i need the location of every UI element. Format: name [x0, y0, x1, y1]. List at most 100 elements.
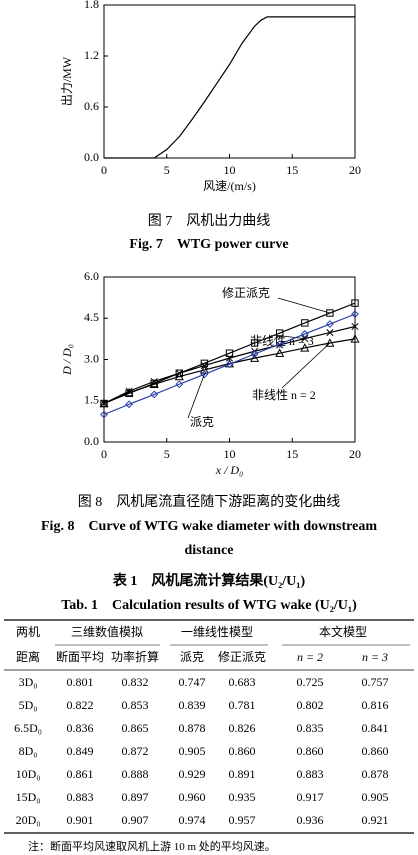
- series-label: 非线性 n = 2: [252, 388, 316, 402]
- marker: [124, 387, 134, 397]
- table-cell: 0.905: [362, 790, 389, 804]
- marker: [351, 310, 359, 319]
- table-cell: 0.849: [67, 744, 94, 758]
- table-cell: 0.801: [67, 675, 94, 689]
- data-line: [103, 313, 356, 416]
- marker: [300, 343, 310, 352]
- table-cell: 0.878: [179, 721, 206, 735]
- marker: [250, 350, 259, 358]
- marker: [225, 354, 234, 362]
- table-cell: 0.929: [179, 767, 206, 781]
- table-cell: 0.921: [362, 813, 389, 827]
- y-tick-label: 3.0: [84, 351, 99, 365]
- x-tick-label: 20: [349, 163, 361, 177]
- table-header: 派克: [180, 650, 204, 664]
- table-cell: 0.860: [229, 744, 256, 758]
- marker: [275, 348, 285, 357]
- table-cell: 0.883: [297, 767, 324, 781]
- figure-caption-en: Fig. 7 WTG power curve: [129, 237, 289, 252]
- table-header: 修正派克: [218, 649, 266, 664]
- series-label: 派克: [190, 415, 214, 429]
- table-cell: 0.839: [179, 698, 206, 712]
- marker: [350, 334, 360, 343]
- y-axis-label: 出力/MW: [60, 56, 74, 106]
- table-cell: 0.907: [122, 813, 149, 827]
- data-line: [103, 338, 356, 405]
- marker: [325, 338, 335, 347]
- leader-line: [187, 374, 205, 419]
- y-tick-label: 1.5: [84, 393, 99, 407]
- marker: [325, 320, 334, 328]
- table-cell: 0.960: [179, 790, 206, 804]
- x-tick-label: 20: [349, 447, 361, 461]
- table-cell: 0.835: [297, 721, 324, 735]
- table-cell: 0.853: [122, 698, 149, 712]
- marker: [301, 319, 309, 327]
- marker: [276, 329, 284, 337]
- table-cell: 0.822: [67, 698, 94, 712]
- row-label: 5D₀: [19, 698, 38, 712]
- table-caption-en: Tab. 1 Calculation results of WTG wake (…: [61, 598, 357, 613]
- table-cell: 0.826: [229, 721, 256, 735]
- leader-line: [277, 297, 331, 314]
- marker: [351, 299, 359, 307]
- marker: [250, 339, 259, 347]
- leader-line: [281, 342, 331, 389]
- table-cell: 0.860: [297, 744, 324, 758]
- x-tick-label: 10: [224, 447, 236, 461]
- x-axis-label: 风速/(m/s): [203, 179, 256, 193]
- marker: [326, 309, 334, 317]
- table-cell: 0.883: [67, 790, 94, 804]
- table-cell: 0.888: [122, 767, 149, 781]
- table-cell: 0.816: [362, 698, 389, 712]
- x-axis-label: x / D₀: [215, 463, 244, 477]
- marker: [175, 380, 184, 389]
- table-cell: 0.905: [179, 744, 206, 758]
- y-tick-label: 1.8: [84, 0, 99, 11]
- table-header: 两机: [16, 625, 40, 639]
- plot-frame: [103, 4, 356, 159]
- table-header: 一维线性模型: [181, 625, 253, 639]
- row-label: 3D₀: [19, 675, 38, 689]
- table-cell: 0.757: [362, 675, 389, 689]
- marker: [300, 330, 309, 338]
- row-label: 20D₀: [16, 813, 41, 827]
- table-cell: 0.860: [362, 744, 389, 758]
- marker: [225, 360, 234, 369]
- table-cell: 0.872: [122, 744, 149, 758]
- table-header: 距离: [16, 649, 40, 664]
- figure-caption-cn: 图 8 风机尾流直径随下游距离的变化曲线: [77, 495, 341, 510]
- x-tick-label: 15: [286, 163, 298, 177]
- marker: [149, 379, 159, 388]
- table-cell: 0.832: [122, 675, 149, 689]
- marker: [150, 390, 159, 399]
- y-tick-label: 0.6: [84, 99, 99, 113]
- table-cell: 0.935: [229, 790, 256, 804]
- table-header: 本文模型: [319, 624, 367, 639]
- table-cell: 0.878: [362, 767, 389, 781]
- leader-line: [273, 334, 305, 339]
- table-cell: 0.891: [229, 767, 256, 781]
- row-label: 15D₀: [16, 790, 41, 804]
- marker: [199, 365, 209, 374]
- y-axis-label: D / D₀: [60, 344, 74, 376]
- series-label: 修正派克: [222, 285, 270, 300]
- marker: [174, 371, 184, 381]
- table-cell: 0.936: [297, 813, 324, 827]
- marker: [100, 410, 108, 419]
- marker: [275, 340, 284, 349]
- table-cell: 0.836: [67, 721, 94, 735]
- table-cell: 0.974: [179, 813, 206, 827]
- y-tick-label: 4.5: [84, 310, 99, 324]
- table-cell: 0.683: [229, 675, 256, 689]
- row-label: 8D₀: [19, 744, 38, 758]
- figure-caption-en: Fig. 8 Curve of WTG wake diameter with d…: [41, 519, 377, 558]
- table-cell: 0.802: [297, 698, 324, 712]
- x-tick-label: 5: [164, 447, 170, 461]
- table-header: n = 3: [362, 650, 388, 664]
- x-tick-label: 5: [164, 163, 170, 177]
- table-cell: 0.841: [362, 721, 389, 735]
- table-cell: 0.897: [122, 790, 149, 804]
